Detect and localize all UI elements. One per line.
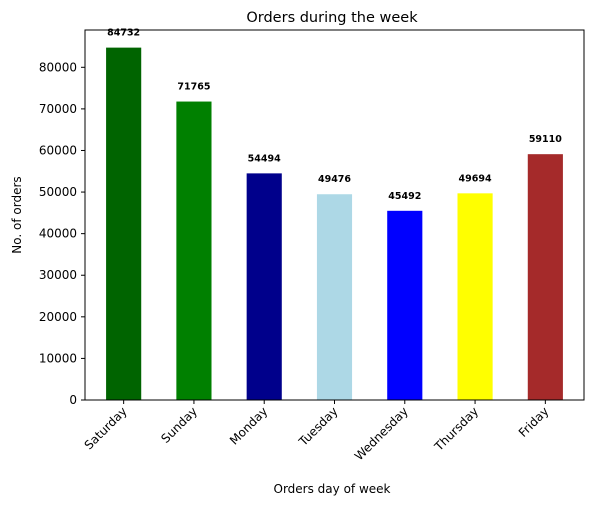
bar-sunday bbox=[176, 102, 211, 400]
x-tick-label-thursday: Thursday bbox=[431, 404, 481, 454]
x-tick-label-wednesday: Wednesday bbox=[352, 404, 411, 463]
x-tick-label-sunday: Sunday bbox=[158, 404, 200, 446]
y-tick-label: 50000 bbox=[39, 185, 77, 199]
bar-thursday bbox=[457, 193, 492, 400]
x-tick-label-friday: Friday bbox=[516, 404, 552, 440]
y-tick-label: 60000 bbox=[39, 143, 77, 157]
data-label-tuesday: 49476 bbox=[318, 174, 351, 185]
data-label-thursday: 49694 bbox=[459, 173, 492, 184]
data-label-saturday: 84732 bbox=[107, 28, 140, 39]
bar-wednesday bbox=[387, 211, 422, 400]
chart-title: Orders during the week bbox=[246, 10, 418, 26]
y-tick-label: 30000 bbox=[39, 268, 77, 282]
data-label-sunday: 71765 bbox=[177, 82, 210, 93]
data-label-monday: 54494 bbox=[248, 153, 281, 164]
bar-monday bbox=[247, 173, 282, 400]
x-tick-label-saturday: Saturday bbox=[82, 404, 130, 452]
y-axis-title: No. of orders bbox=[10, 176, 24, 253]
bar-saturday bbox=[106, 48, 141, 400]
data-label-friday: 59110 bbox=[529, 134, 562, 145]
x-tick-label-tuesday: Tuesday bbox=[295, 404, 340, 449]
y-tick-label: 40000 bbox=[39, 227, 77, 241]
x-axis-title: Orders day of week bbox=[274, 482, 391, 496]
y-tick-label: 70000 bbox=[39, 102, 77, 116]
x-tick-label-monday: Monday bbox=[227, 404, 270, 447]
bar-tuesday bbox=[317, 194, 352, 400]
y-tick-label: 0 bbox=[69, 393, 77, 407]
y-tick-label: 20000 bbox=[39, 310, 77, 324]
bar-friday bbox=[528, 154, 563, 400]
y-tick-label: 80000 bbox=[39, 60, 77, 74]
data-label-wednesday: 45492 bbox=[388, 191, 421, 202]
y-tick-label: 10000 bbox=[39, 351, 77, 365]
